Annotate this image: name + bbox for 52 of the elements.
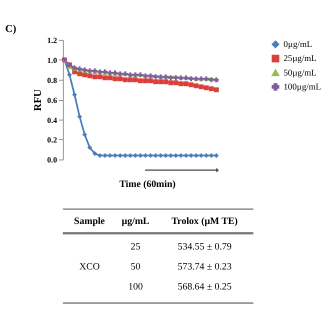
point: [92, 151, 98, 156]
point: [178, 153, 184, 158]
text: 573.74 ± 0.23: [178, 261, 232, 272]
chart-title: C): [5, 24, 17, 35]
point: [214, 87, 219, 92]
y-tick-label: 0.0: [47, 156, 58, 165]
text: 25: [130, 241, 141, 252]
text: 534.55 ± 0.79: [178, 241, 232, 252]
point: [132, 77, 138, 82]
y-axis-title: RFU: [32, 88, 44, 112]
point: [208, 86, 214, 92]
point: [138, 78, 143, 84]
point: [102, 75, 108, 80]
y-tick-label: 0.6: [47, 96, 58, 105]
point: [97, 153, 102, 158]
y-tick-label: 1.0: [47, 56, 58, 65]
y-tick-label: 0.2: [47, 136, 58, 145]
point: [102, 153, 108, 158]
point: [173, 80, 178, 86]
point: [112, 76, 118, 82]
point: [194, 83, 199, 88]
legend-label: 25µg/mL: [283, 53, 317, 64]
text: 50: [130, 261, 141, 272]
point: [178, 81, 184, 86]
text: µg/mL: [122, 216, 150, 228]
point: [188, 82, 194, 88]
legend-label: 100µg/mL: [283, 82, 322, 92]
point: [188, 153, 194, 158]
text: 568.64 ± 0.25: [178, 281, 232, 292]
point: [108, 75, 112, 80]
x-axis-title: Time (60min): [119, 178, 176, 190]
legend-label: 50µg/mL: [283, 67, 317, 78]
point: [87, 145, 92, 150]
point: [67, 72, 72, 78]
point: [82, 132, 88, 138]
point: [158, 79, 164, 84]
legend-label: 0µg/mL: [283, 39, 312, 50]
text: Trolox (µM TE): [172, 216, 238, 228]
text: 100: [128, 281, 143, 292]
point: [72, 92, 77, 98]
y-tick-label: 0.8: [47, 76, 58, 85]
point: [143, 78, 148, 84]
point: [148, 78, 153, 84]
point: [153, 79, 158, 84]
y-tick-label: 0.4: [47, 116, 58, 125]
text: Sample: [74, 216, 106, 228]
text: XCO: [79, 261, 100, 272]
point: [118, 76, 123, 82]
point: [184, 81, 188, 86]
y-tick-label: 1.2: [47, 36, 58, 46]
point: [77, 114, 82, 120]
point: [97, 74, 102, 80]
